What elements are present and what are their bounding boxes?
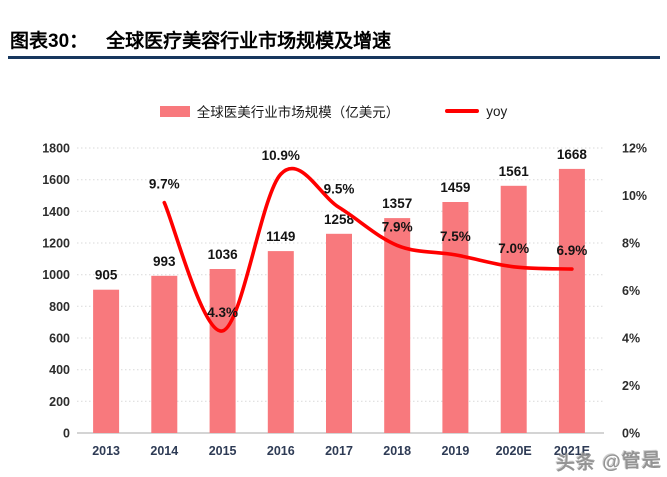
svg-text:1668: 1668 [557,147,588,162]
svg-text:10.9%: 10.9% [262,148,300,163]
watermark: 头条 @管是 [555,450,663,475]
chart-legend: 全球医美行业市场规模（亿美元） yoy [0,101,667,121]
page-title: 全球医疗美容行业市场规模及增速 [106,31,392,52]
svg-text:2017: 2017 [325,444,353,458]
svg-text:7.5%: 7.5% [440,229,471,244]
bar-series-label: 全球医美行业市场规模（亿美元） [196,105,400,120]
svg-text:1200: 1200 [42,237,70,251]
title-divider [8,56,660,59]
svg-text:1561: 1561 [499,164,530,179]
svg-text:905: 905 [95,268,118,283]
svg-text:7.0%: 7.0% [498,241,529,256]
svg-text:0: 0 [63,427,70,441]
svg-text:1600: 1600 [42,173,70,187]
svg-text:4.3%: 4.3% [207,305,238,320]
svg-text:9.5%: 9.5% [324,181,355,196]
svg-text:1258: 1258 [324,212,355,227]
svg-text:1459: 1459 [440,180,470,195]
svg-text:2%: 2% [622,379,640,393]
svg-text:600: 600 [49,332,70,346]
svg-text:8%: 8% [622,237,640,251]
svg-text:2013: 2013 [92,444,120,458]
svg-text:6%: 6% [622,284,640,298]
svg-text:1400: 1400 [42,205,70,219]
svg-text:400: 400 [49,363,70,377]
svg-text:2015: 2015 [209,444,237,458]
svg-text:7.9%: 7.9% [382,219,413,234]
svg-text:993: 993 [153,254,176,269]
line-series-swatch [445,109,480,113]
svg-text:9.7%: 9.7% [149,177,180,192]
legend-item-line: yoy [445,104,507,119]
svg-text:1149: 1149 [266,229,295,244]
svg-text:200: 200 [49,395,70,409]
figure-number: 图表30： [10,31,89,52]
svg-text:2021E: 2021E [554,444,590,458]
svg-text:2018: 2018 [383,444,411,458]
svg-text:1800: 1800 [42,142,70,156]
svg-text:2019: 2019 [441,444,469,458]
svg-text:10%: 10% [622,189,647,203]
svg-text:0%: 0% [622,427,640,441]
svg-text:1357: 1357 [382,196,412,211]
svg-text:2016: 2016 [267,444,295,458]
legend-item-bar: 全球医美行业市场规模（亿美元） [159,101,400,121]
svg-text:1000: 1000 [42,268,70,282]
line-series-label: yoy [486,103,508,119]
svg-text:4%: 4% [622,332,640,346]
svg-text:2014: 2014 [150,444,178,458]
svg-text:6.9%: 6.9% [557,243,588,258]
svg-text:2020E: 2020E [496,444,532,458]
bar-series-swatch [159,105,190,117]
svg-text:1036: 1036 [208,247,239,262]
svg-text:800: 800 [49,300,70,314]
svg-text:12%: 12% [622,142,647,156]
figure-header: 图表30： 全球医疗美容行业市场规模及增速 [10,26,391,53]
